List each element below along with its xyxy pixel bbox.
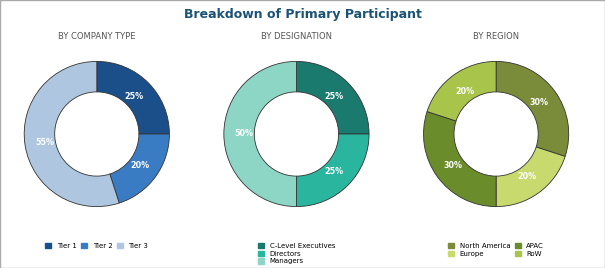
Wedge shape [496, 61, 569, 157]
Wedge shape [496, 147, 565, 207]
Text: 20%: 20% [456, 87, 474, 96]
Text: 30%: 30% [443, 161, 463, 170]
Text: 55%: 55% [35, 138, 54, 147]
Legend: Tier 1, Tier 2, Tier 3: Tier 1, Tier 2, Tier 3 [45, 243, 148, 249]
Text: 20%: 20% [130, 161, 149, 170]
Wedge shape [24, 61, 119, 207]
Wedge shape [110, 134, 169, 203]
Text: 25%: 25% [324, 92, 344, 101]
Text: 50%: 50% [234, 129, 253, 139]
Text: 25%: 25% [125, 92, 144, 101]
Wedge shape [296, 134, 369, 207]
Title: BY COMPANY TYPE: BY COMPANY TYPE [58, 32, 136, 41]
Text: 20%: 20% [518, 172, 537, 181]
Legend: North America, Europe, APAC, RoW: North America, Europe, APAC, RoW [448, 243, 544, 257]
Legend: C-Level Executives, Directors, Managers: C-Level Executives, Directors, Managers [258, 243, 335, 265]
Text: Breakdown of Primary Participant: Breakdown of Primary Participant [183, 8, 422, 21]
Wedge shape [296, 61, 369, 134]
Wedge shape [427, 61, 496, 121]
Wedge shape [97, 61, 169, 134]
Text: 25%: 25% [324, 167, 344, 176]
Wedge shape [424, 111, 496, 207]
Wedge shape [224, 61, 296, 207]
Title: BY DESIGNATION: BY DESIGNATION [261, 32, 332, 41]
Text: 30%: 30% [529, 98, 549, 107]
Title: BY REGION: BY REGION [473, 32, 519, 41]
